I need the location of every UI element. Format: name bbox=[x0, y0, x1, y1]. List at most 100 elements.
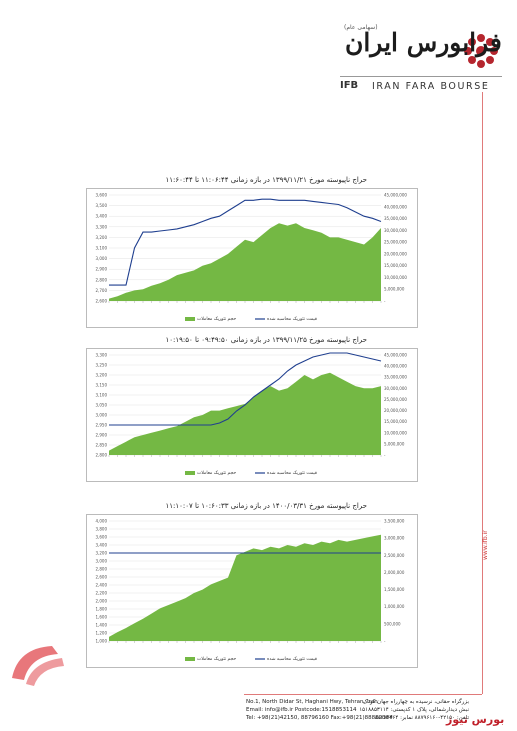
y-left-tick-label: 3,600 bbox=[96, 193, 108, 198]
y-left-tick-label: 3,000 bbox=[96, 559, 108, 564]
y-left-tick-label: 3,600 bbox=[96, 535, 108, 540]
y-left-tick-label: 3,400 bbox=[96, 543, 108, 548]
y-left-tick-label: 3,250 bbox=[96, 363, 108, 368]
footer-phone-en: Tel: +98(21)42150, 88796160 Fax:+98(21)8… bbox=[246, 715, 393, 721]
chart-3-title: حراج ناپیوسته مورخ ۱۴۰۰/۰۳/۳۱ در بازه زم… bbox=[165, 502, 367, 510]
y-left-tick-label: 3,150 bbox=[96, 383, 108, 388]
y-left-tick-label: 2,900 bbox=[96, 267, 108, 272]
y-left-tick-label: 1,200 bbox=[96, 631, 108, 636]
chart-2-title: حراج ناپیوسته مورخ ۱۳۹۹/۱۱/۲۵ در بازه زم… bbox=[165, 336, 367, 344]
logo-tagline: (سهامی عام) bbox=[344, 24, 378, 31]
y-right-tick-label: 20,000,000 bbox=[384, 251, 407, 256]
chart-2: 3,300 3,250 3,200 3,150 3,100 3,050 3,000 2,950… bbox=[86, 348, 418, 482]
y-left-tick-label: 2,600 bbox=[96, 575, 108, 580]
y-left-tick-label: 3,000 bbox=[96, 256, 108, 261]
legend-area-swatch bbox=[185, 317, 195, 321]
legend-area-swatch bbox=[185, 657, 195, 661]
y-right-tick-label: 3,500,000 bbox=[384, 519, 405, 524]
footer-postcode-fa: نبش دیدارشمالی، پلاک ۱ کدپستی: ۱۵۱۸۸۵۳۱۱… bbox=[359, 707, 469, 713]
legend-area-label: حجم تئوریک معاملات bbox=[197, 470, 236, 476]
y-right-tick-label: - bbox=[384, 299, 386, 304]
logo-text-fa: فرابورس ایران bbox=[345, 28, 502, 57]
y-right-tick-label: 30,000,000 bbox=[384, 386, 407, 391]
y-left-tick-label: 3,500 bbox=[96, 203, 108, 208]
y-right-tick-label: 10,000,000 bbox=[384, 275, 407, 280]
y-right-tick-label: 3,000,000 bbox=[384, 536, 405, 541]
logo-text-en: IRAN FARA BOURSE bbox=[372, 81, 490, 92]
y-left-tick-label: 2,800 bbox=[96, 567, 108, 572]
y-left-tick-label: 3,050 bbox=[96, 403, 108, 408]
page-margin-line bbox=[482, 92, 483, 694]
y-left-tick-label: 1,800 bbox=[96, 607, 108, 612]
y-left-tick-label: 3,300 bbox=[96, 224, 108, 229]
bourse-news-logo: بورس نیوز bbox=[446, 713, 505, 726]
logo: (سهامی عام) فرابورس ایران IFB IRAN FARA … bbox=[330, 24, 505, 94]
y-left-tick-label: 3,300 bbox=[96, 353, 108, 358]
y-right-tick-label: 10,000,000 bbox=[384, 430, 407, 435]
y-right-tick-label: 45,000,000 bbox=[384, 193, 407, 198]
logo-divider bbox=[340, 76, 502, 77]
chart-1: 3,600 3,500 3,400 3,300 3,200 3,100 3,000 2,900… bbox=[86, 188, 418, 328]
y-right-tick-label: 1,000,000 bbox=[384, 604, 405, 609]
y-left-tick-label: 3,100 bbox=[96, 246, 108, 251]
y-left-tick-label: 3,200 bbox=[96, 551, 108, 556]
y-right-tick-label: 2,000,000 bbox=[384, 570, 405, 575]
y-right-tick-label: 1,500,000 bbox=[384, 587, 405, 592]
y-right-tick-label: 500,000 bbox=[384, 621, 401, 626]
legend-line-label: قیمت تئوریک محاسبه شده bbox=[267, 316, 317, 322]
y-left-tick-label: 4,000 bbox=[96, 519, 108, 524]
y-right-tick-label: 35,000,000 bbox=[384, 216, 407, 221]
footer-phone-fa: تلفن: ۴۲۱۵۰-۸۸۷۹۶۱۶۰ نمابر: ۸۸۸۸۲۳۶۴ bbox=[374, 715, 469, 721]
chart-3: 4,000 3,800 3,600 3,400 3,200 3,000 2,800 2,600… bbox=[86, 514, 418, 668]
footer-address-fa: بزرگراه حقانی، نرسیده به چهارراه جهان کو… bbox=[362, 699, 469, 705]
y-left-tick-label: 2,200 bbox=[96, 591, 108, 596]
legend-area-label: حجم تئوریک معاملات bbox=[197, 656, 236, 662]
y-right-tick-label: 30,000,000 bbox=[384, 228, 407, 233]
y-left-tick-label: 2,400 bbox=[96, 583, 108, 588]
y-left-tick-label: 2,850 bbox=[96, 443, 108, 448]
y-left-tick-label: 3,100 bbox=[96, 393, 108, 398]
price-line-series bbox=[109, 198, 382, 286]
chart-1-title: حراج ناپیوسته مورخ ۱۳۹۹/۱۱/۲۱ در بازه زم… bbox=[165, 176, 367, 184]
y-left-tick-label: 3,800 bbox=[96, 527, 108, 532]
logo-ifb: IFB bbox=[340, 80, 359, 91]
y-left-tick-label: 2,000 bbox=[96, 599, 108, 604]
y-right-tick-label: 45,000,000 bbox=[384, 353, 407, 358]
footer-rule bbox=[244, 694, 482, 695]
volume-area-series bbox=[109, 223, 381, 301]
legend-area-label: حجم تئوریک معاملات bbox=[197, 316, 236, 322]
side-website[interactable]: www.ifb.ir bbox=[482, 530, 489, 560]
y-left-tick-label: 2,800 bbox=[96, 277, 108, 282]
y-right-tick-label: 40,000,000 bbox=[384, 364, 407, 369]
y-left-tick-label: 3,000 bbox=[96, 413, 108, 418]
price-line-series bbox=[109, 352, 382, 426]
y-left-tick-label: 1,400 bbox=[96, 623, 108, 628]
y-left-tick-label: 3,200 bbox=[96, 235, 108, 240]
y-right-tick-label: 35,000,000 bbox=[384, 375, 407, 380]
y-right-tick-label: 40,000,000 bbox=[384, 204, 407, 209]
legend-line-label: قیمت تئوریک محاسبه شده bbox=[267, 470, 317, 476]
y-right-tick-label: 2,500,000 bbox=[384, 553, 405, 558]
y-left-tick-label: 1,000 bbox=[96, 639, 108, 644]
y-right-tick-label: - bbox=[384, 453, 386, 458]
y-right-tick-label: 20,000,000 bbox=[384, 408, 407, 413]
y-right-tick-label: 15,000,000 bbox=[384, 263, 407, 268]
chart-2-svg: 3,300 3,250 3,200 3,150 3,100 3,050 3,000 2,950… bbox=[96, 352, 407, 476]
y-left-tick-label: 2,900 bbox=[96, 433, 108, 438]
bourse-news-watermark-icon bbox=[12, 646, 64, 686]
y-left-tick-label: 3,200 bbox=[96, 373, 108, 378]
chart-3-svg: 4,000 3,800 3,600 3,400 3,200 3,000 2,800 2,600… bbox=[96, 519, 405, 663]
footer-address-en: No.1, North Didar St, Haghani Hwy, Tehra… bbox=[246, 699, 378, 705]
y-right-tick-label: - bbox=[384, 639, 386, 644]
y-right-tick-label: 5,000,000 bbox=[384, 441, 405, 446]
footer-email-en[interactable]: Email: info@ifb.ir Postcode:1518853114 bbox=[246, 707, 357, 713]
y-left-tick-label: 2,800 bbox=[96, 453, 108, 458]
volume-area-series bbox=[109, 534, 381, 641]
y-right-tick-label: 5,000,000 bbox=[384, 287, 405, 292]
y-right-tick-label: 25,000,000 bbox=[384, 397, 407, 402]
volume-area-series bbox=[109, 372, 381, 455]
y-left-tick-label: 2,950 bbox=[96, 423, 108, 428]
legend-line-label: قیمت تئوریک محاسبه شده bbox=[267, 656, 317, 662]
legend-area-swatch bbox=[185, 471, 195, 475]
chart-1-svg: 3,600 3,500 3,400 3,300 3,200 3,100 3,000 2,900… bbox=[96, 193, 408, 323]
